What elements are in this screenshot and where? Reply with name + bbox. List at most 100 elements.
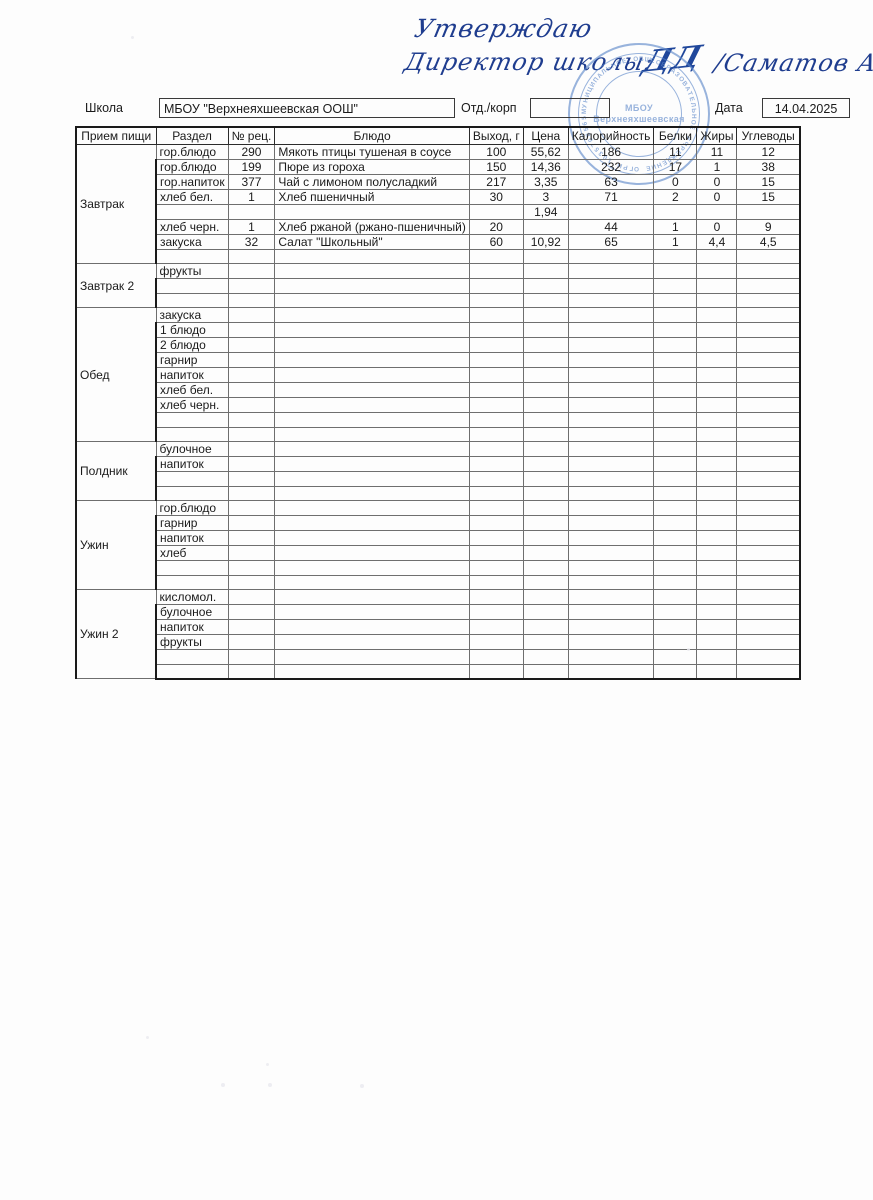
cell-proteins[interactable] bbox=[653, 663, 698, 680]
cell-output[interactable]: 30 bbox=[468, 188, 524, 205]
cell-carbs[interactable] bbox=[736, 471, 801, 487]
cell-fats[interactable] bbox=[696, 382, 738, 398]
cell-dish[interactable] bbox=[274, 412, 470, 428]
cell-dish[interactable] bbox=[274, 560, 470, 576]
cell-section[interactable]: напиток bbox=[154, 619, 229, 635]
cell-output[interactable]: 60 bbox=[468, 233, 524, 250]
cell-fats[interactable] bbox=[696, 263, 738, 279]
cell-proteins[interactable] bbox=[653, 248, 698, 264]
cell-calories[interactable] bbox=[567, 574, 655, 590]
cell-price[interactable] bbox=[522, 500, 569, 516]
school-name-field[interactable]: МБОУ "Верхнеяхшеевская ООШ" bbox=[159, 98, 455, 118]
cell-calories[interactable] bbox=[567, 397, 655, 413]
cell-section[interactable] bbox=[154, 278, 229, 294]
cell-fats[interactable] bbox=[696, 574, 738, 590]
cell-carbs[interactable] bbox=[736, 619, 801, 635]
cell-dish[interactable] bbox=[274, 634, 470, 650]
cell-section[interactable]: хлеб черн. bbox=[154, 218, 229, 235]
cell-carbs[interactable] bbox=[736, 456, 801, 472]
cell-dish[interactable] bbox=[274, 574, 470, 590]
cell-section[interactable]: закуска bbox=[154, 233, 229, 250]
cell-fats[interactable] bbox=[696, 530, 738, 546]
cell-recipe-no[interactable] bbox=[227, 322, 276, 338]
cell-dish[interactable] bbox=[274, 397, 470, 413]
cell-calories[interactable] bbox=[567, 500, 655, 516]
cell-output[interactable]: 217 bbox=[468, 173, 524, 190]
cell-section[interactable]: гор.блюдо bbox=[155, 143, 229, 160]
cell-output[interactable] bbox=[468, 307, 524, 323]
cell-price[interactable] bbox=[522, 530, 569, 546]
cell-calories[interactable] bbox=[567, 412, 655, 428]
cell-price[interactable] bbox=[522, 263, 569, 279]
cell-proteins[interactable] bbox=[653, 352, 698, 368]
cell-fats[interactable] bbox=[696, 367, 738, 383]
cell-price[interactable] bbox=[522, 471, 569, 487]
cell-calories[interactable] bbox=[567, 441, 655, 457]
cell-price[interactable] bbox=[522, 412, 569, 428]
cell-proteins[interactable] bbox=[653, 649, 698, 665]
cell-fats[interactable] bbox=[696, 560, 738, 576]
cell-output[interactable]: 150 bbox=[468, 158, 524, 175]
cell-price[interactable] bbox=[522, 574, 569, 590]
cell-fats[interactable] bbox=[696, 456, 738, 472]
cell-dish[interactable] bbox=[274, 649, 470, 665]
cell-fats[interactable] bbox=[696, 500, 738, 516]
cell-calories[interactable] bbox=[567, 278, 655, 294]
cell-proteins[interactable] bbox=[653, 589, 698, 605]
cell-recipe-no[interactable] bbox=[227, 500, 276, 516]
cell-fats[interactable] bbox=[696, 292, 738, 308]
cell-carbs[interactable] bbox=[736, 515, 801, 531]
cell-price[interactable]: 55,62 bbox=[522, 143, 569, 160]
cell-calories[interactable] bbox=[567, 604, 655, 620]
cell-section[interactable]: хлеб бел. bbox=[154, 382, 229, 398]
cell-dish[interactable]: Чай с лимоном полусладкий bbox=[274, 173, 470, 190]
cell-proteins[interactable] bbox=[653, 574, 698, 590]
cell-output[interactable] bbox=[468, 649, 524, 665]
cell-dish[interactable] bbox=[274, 322, 470, 338]
cell-proteins[interactable] bbox=[653, 337, 698, 353]
cell-output[interactable]: 20 bbox=[468, 218, 524, 235]
cell-dish[interactable] bbox=[274, 203, 470, 220]
cell-carbs[interactable] bbox=[736, 604, 801, 620]
cell-proteins[interactable] bbox=[653, 263, 698, 279]
cell-section[interactable] bbox=[154, 663, 229, 680]
cell-calories[interactable] bbox=[567, 545, 655, 561]
cell-section[interactable] bbox=[154, 248, 229, 264]
cell-section[interactable] bbox=[154, 560, 229, 576]
cell-price[interactable] bbox=[522, 560, 569, 576]
cell-recipe-no[interactable] bbox=[227, 426, 276, 442]
cell-calories[interactable]: 71 bbox=[567, 188, 655, 205]
cell-section[interactable]: напиток bbox=[154, 367, 229, 383]
cell-output[interactable] bbox=[468, 426, 524, 442]
cell-output[interactable] bbox=[468, 203, 524, 220]
cell-calories[interactable] bbox=[567, 382, 655, 398]
cell-carbs[interactable] bbox=[736, 649, 801, 665]
cell-output[interactable] bbox=[468, 248, 524, 264]
cell-fats[interactable] bbox=[696, 545, 738, 561]
cell-proteins[interactable] bbox=[653, 367, 698, 383]
cell-dish[interactable] bbox=[274, 426, 470, 442]
cell-carbs[interactable] bbox=[736, 589, 801, 605]
cell-calories[interactable] bbox=[567, 456, 655, 472]
cell-output[interactable] bbox=[468, 589, 524, 605]
cell-carbs[interactable] bbox=[736, 382, 801, 398]
cell-dish[interactable] bbox=[274, 263, 470, 279]
cell-fats[interactable] bbox=[696, 663, 738, 680]
cell-carbs[interactable] bbox=[736, 322, 801, 338]
cell-carbs[interactable] bbox=[736, 307, 801, 323]
cell-output[interactable] bbox=[468, 500, 524, 516]
cell-price[interactable] bbox=[522, 441, 569, 457]
cell-carbs[interactable] bbox=[736, 292, 801, 308]
cell-recipe-no[interactable] bbox=[227, 456, 276, 472]
cell-price[interactable] bbox=[522, 634, 569, 650]
cell-proteins[interactable] bbox=[653, 203, 698, 220]
cell-output[interactable] bbox=[468, 456, 524, 472]
cell-dish[interactable] bbox=[274, 292, 470, 308]
cell-output[interactable] bbox=[468, 471, 524, 487]
cell-carbs[interactable] bbox=[736, 367, 801, 383]
cell-calories[interactable] bbox=[567, 367, 655, 383]
cell-proteins[interactable] bbox=[653, 397, 698, 413]
cell-dish[interactable] bbox=[274, 367, 470, 383]
cell-price[interactable] bbox=[522, 604, 569, 620]
cell-price[interactable] bbox=[522, 456, 569, 472]
